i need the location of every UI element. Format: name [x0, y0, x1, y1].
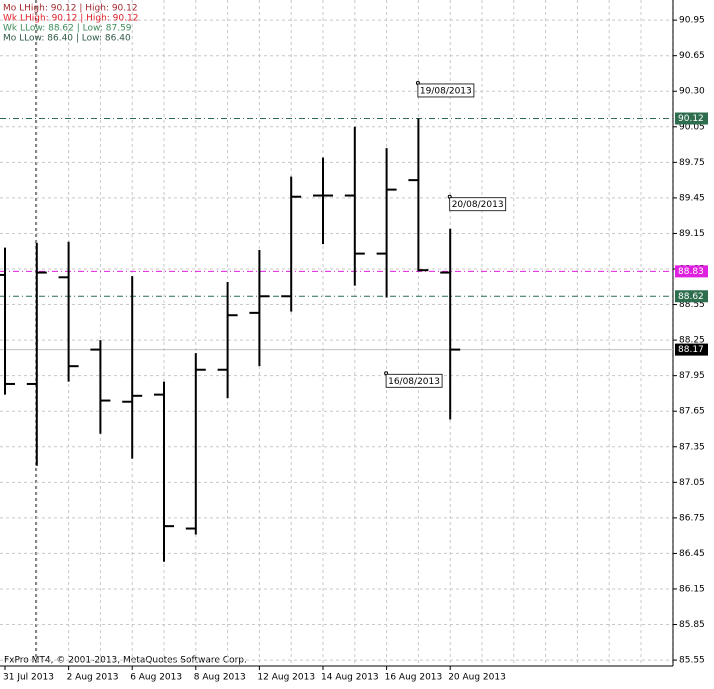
level-label: 90.12 — [678, 114, 704, 124]
y-tick-label: 86.75 — [679, 513, 705, 523]
level-label-bg — [675, 290, 708, 303]
y-tick-label: 90.95 — [679, 16, 705, 26]
info-line: Wk LHigh: 90.12 | High: 90.12 — [3, 14, 138, 24]
level-label: 88.62 — [678, 292, 704, 302]
x-tick-label: 6 Aug 2013 — [130, 673, 182, 683]
info-line: Mo LHigh: 90.12 | High: 90.12 — [3, 4, 138, 14]
y-tick-label: 90.30 — [679, 87, 705, 97]
x-tick-label: 8 Aug 2013 — [194, 673, 246, 683]
y-tick-label: 90.05 — [679, 122, 705, 132]
y-tick-label: 85.85 — [679, 620, 705, 630]
level-label-bg — [675, 265, 708, 278]
y-tick-label: 90.65 — [679, 51, 705, 61]
x-tick-label: 31 Jul 2013 — [3, 673, 54, 683]
y-tick-label: 87.95 — [679, 371, 705, 381]
footer: FxPro MT4, © 2001-2013, MetaQuotes Softw… — [4, 656, 247, 666]
x-tick-label: 12 Aug 2013 — [257, 673, 315, 683]
x-tick-label: 16 Aug 2013 — [385, 673, 443, 683]
y-tick-label: 87.05 — [679, 478, 705, 488]
y-tick-label: 88.25 — [679, 336, 705, 346]
annotation-text: 20/08/2013 — [452, 200, 504, 210]
annotation-text: 16/08/2013 — [388, 377, 440, 387]
level-label-bg — [675, 343, 708, 356]
info-line: Wk LLow: 88.62 | Low: 87.59 — [3, 24, 132, 34]
y-tick-label: 87.65 — [679, 407, 705, 417]
y-tick-label: 88.55 — [679, 300, 705, 310]
y-tick-label: 86.15 — [679, 584, 705, 594]
y-tick-label: 89.75 — [679, 158, 705, 168]
y-tick-label: 89.15 — [679, 229, 705, 239]
info-line: Mo LLow: 86.40 | Low: 86.40 — [3, 34, 131, 44]
y-tick-label: 87.35 — [679, 442, 705, 452]
level-label-bg — [675, 112, 708, 125]
level-label: 88.83 — [678, 267, 704, 277]
x-tick-label: 2 Aug 2013 — [67, 673, 119, 683]
y-tick-label: 89.45 — [679, 193, 705, 203]
level-label: 88.17 — [678, 345, 704, 355]
annotation-box — [417, 83, 475, 98]
x-tick-label: 14 Aug 2013 — [321, 673, 379, 683]
y-tick-label: 86.45 — [679, 549, 705, 559]
annotation-text: 19/08/2013 — [420, 86, 472, 96]
annotation-box — [385, 373, 443, 388]
annotation-box — [449, 197, 507, 212]
x-tick-label: 20 Aug 2013 — [448, 673, 506, 683]
y-tick-label: 85.55 — [679, 656, 705, 666]
